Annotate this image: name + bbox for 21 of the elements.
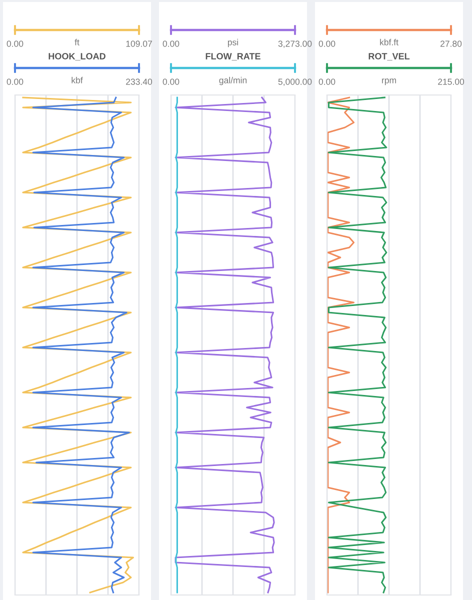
x-axis-title: ft <box>74 38 80 46</box>
x-tick-label: 109.07 <box>126 40 152 47</box>
x-tick-label: 0.00 <box>318 40 336 47</box>
x2-tick-label: 215.00 <box>438 78 464 85</box>
x2-tick-label: 0.00 <box>6 78 24 85</box>
text: ROT_VEL <box>368 53 410 60</box>
text: FLOW_RATE <box>206 53 260 60</box>
x-tick-label: 0.00 <box>6 40 24 47</box>
x-axis-title: psi <box>228 38 238 48</box>
x2-axis-title: gal/min <box>219 76 247 86</box>
x2-tick-label: 0.00 <box>318 78 336 85</box>
x-tick-label: 27.80 <box>440 40 462 47</box>
x2-axis-title: kbf <box>72 76 83 84</box>
x2-tick-label: 5,000.00 <box>278 78 312 86</box>
x2-axis-title: rpm <box>382 78 396 86</box>
x2-tick-label: 233.40 <box>126 78 152 85</box>
x-axis-title: kbf.ft <box>380 38 398 46</box>
x-tick-label: 3,273.00 <box>278 40 312 48</box>
x-tick-label: 0.00 <box>162 40 180 47</box>
x2-tick-label: 0.00 <box>162 78 180 85</box>
text: HOOK_LOAD <box>48 53 106 60</box>
